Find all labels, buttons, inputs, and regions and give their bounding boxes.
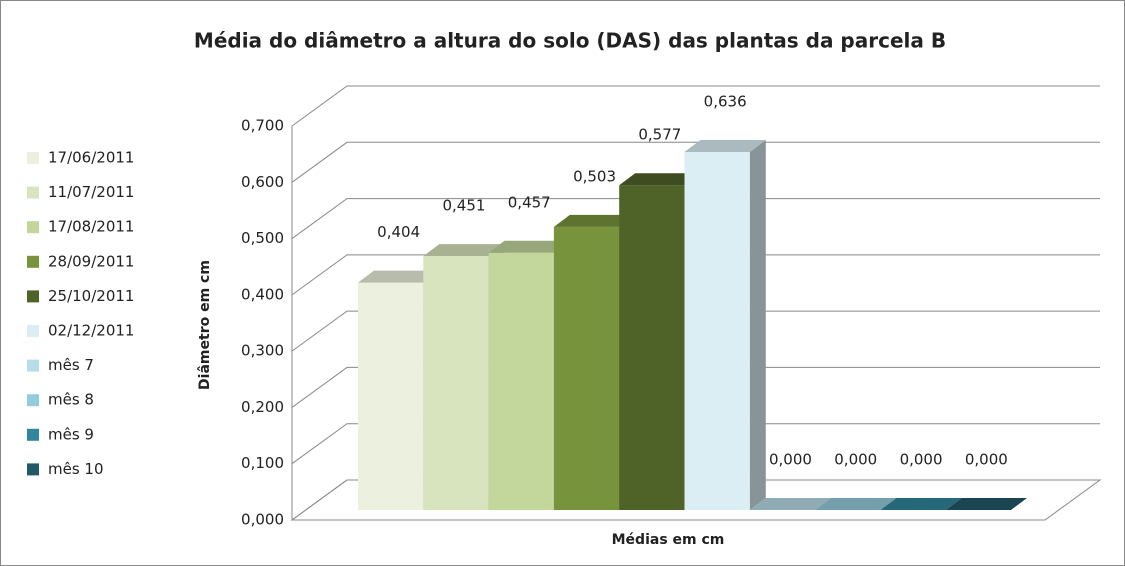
bar-top xyxy=(880,498,962,510)
grid-line xyxy=(291,310,1100,352)
legend-swatch xyxy=(27,152,39,164)
legend-swatch xyxy=(27,221,39,234)
y-tick-label: 0,500 xyxy=(241,229,284,247)
data-label: 0,636 xyxy=(704,93,747,111)
data-label: 0,000 xyxy=(834,451,877,469)
grid-line xyxy=(291,85,1100,127)
legend-swatch xyxy=(27,394,39,407)
grid-line xyxy=(291,141,1100,183)
legend-label: mês 9 xyxy=(48,425,94,443)
legend-label: 25/10/2011 xyxy=(48,287,134,305)
bar xyxy=(423,256,489,510)
y-tick-label: 0,700 xyxy=(241,117,284,135)
grid-line xyxy=(291,366,1100,408)
legend-swatch xyxy=(27,463,39,476)
grid-line xyxy=(291,254,1100,296)
y-axis-label: Diâmetro em cm xyxy=(197,260,213,390)
bar-top xyxy=(749,498,832,510)
legend-label: 17/08/2011 xyxy=(48,218,134,236)
y-tick-label: 0,600 xyxy=(241,173,284,191)
y-tick-label: 0,300 xyxy=(241,342,284,360)
bar-top xyxy=(358,270,440,283)
y-tick-label: 0,100 xyxy=(241,454,284,472)
y-tick-label: 0,200 xyxy=(241,398,284,416)
legend-swatch xyxy=(27,186,39,199)
data-label: 0,457 xyxy=(508,193,551,211)
data-label: 0,503 xyxy=(573,167,616,185)
legend-swatch xyxy=(27,359,39,372)
data-label: 0,577 xyxy=(638,126,681,144)
legend-label: mês 10 xyxy=(48,460,104,478)
data-label: 0,000 xyxy=(965,451,1008,469)
bar-top xyxy=(423,244,505,257)
bar xyxy=(358,282,424,510)
grid-line xyxy=(291,479,1100,521)
y-tick-label: 0,000 xyxy=(241,511,284,529)
data-label: 0,451 xyxy=(442,197,485,215)
bar-top xyxy=(945,498,1027,510)
legend-label: mês 7 xyxy=(48,356,94,374)
y-tick-label: 0,400 xyxy=(241,285,284,303)
data-label: 0,000 xyxy=(900,451,943,469)
bar xyxy=(619,185,685,510)
bar-top xyxy=(619,173,701,186)
legend-swatch xyxy=(27,255,39,268)
bar-top xyxy=(488,240,570,253)
legend-label: mês 8 xyxy=(48,391,94,409)
legend-swatch xyxy=(27,428,39,441)
data-label: 0,000 xyxy=(769,451,812,469)
legend-label: 02/12/2011 xyxy=(48,322,134,340)
bar-top xyxy=(553,214,636,227)
bar-side xyxy=(749,140,766,510)
bar-top xyxy=(815,498,897,510)
legend-label: 11/07/2011 xyxy=(48,183,134,201)
legend-swatch xyxy=(27,325,39,337)
x-axis-label: Médias em cm xyxy=(612,532,725,548)
bar xyxy=(553,226,620,510)
grid-line xyxy=(291,423,1100,465)
bar-top xyxy=(684,140,766,153)
legend-label: 17/06/2011 xyxy=(48,149,134,167)
bar xyxy=(684,152,750,510)
bar xyxy=(488,252,554,510)
legend-label: 28/09/2011 xyxy=(48,252,134,270)
data-label: 0,404 xyxy=(377,223,420,241)
grid-line xyxy=(291,198,1100,239)
chart-title: Média do diâmetro a altura do solo (DAS)… xyxy=(194,29,946,53)
legend-swatch xyxy=(27,290,39,303)
